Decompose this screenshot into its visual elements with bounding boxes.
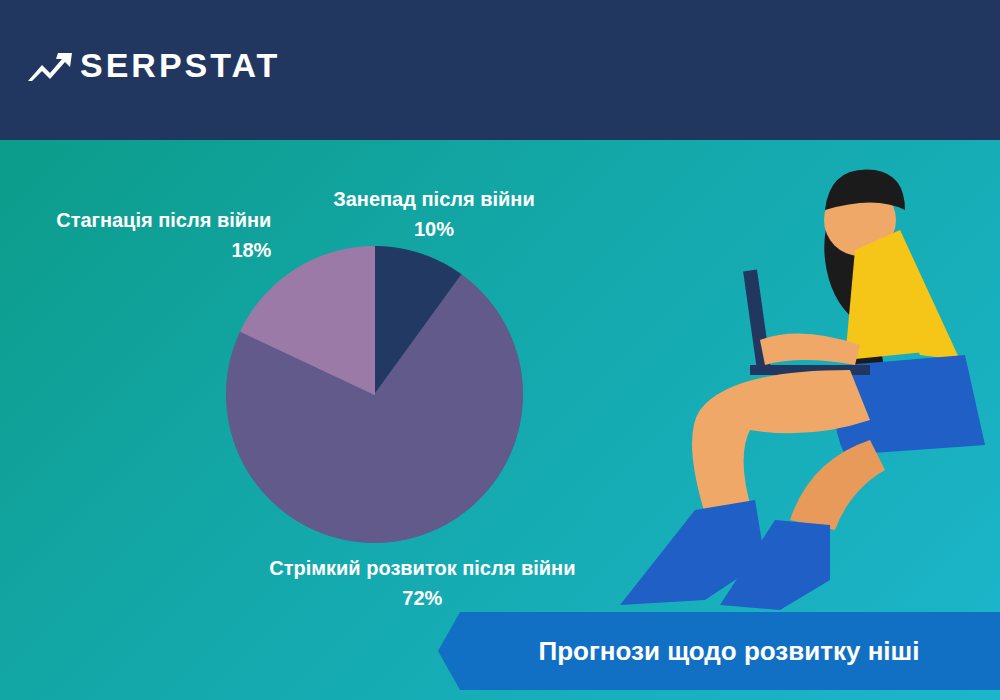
html-text:Прогнози щодо розвитку ніші: Прогнози щодо розвитку ніші	[538, 635, 920, 666]
svg-text:Стрімкий розвиток після війни7: Стрімкий розвиток після війни72%	[269, 557, 575, 609]
html-text:SERPSTAT: SERPSTAT	[80, 46, 281, 84]
svg-text:Стагнація після війни18%: Стагнація після війни18%	[56, 209, 271, 261]
svg-text:Занепад після війни10%: Занепад після війни10%	[333, 188, 535, 240]
